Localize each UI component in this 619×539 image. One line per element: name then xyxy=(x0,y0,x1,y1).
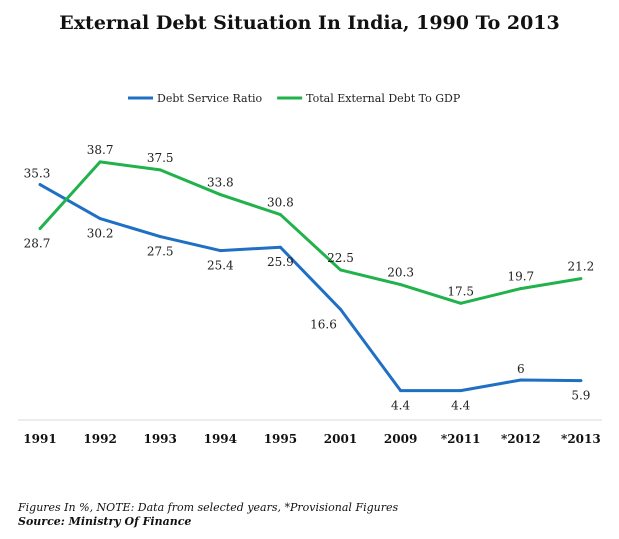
data-point xyxy=(38,183,42,187)
legend-label: Debt Service Ratio xyxy=(157,92,263,105)
x-tick-label: 1993 xyxy=(143,432,176,446)
series-line xyxy=(38,160,582,305)
data-point xyxy=(339,268,342,272)
data-point xyxy=(339,307,342,311)
x-tick-label: 1995 xyxy=(264,432,297,446)
data-label: 22.5 xyxy=(327,251,354,265)
x-tick-label: 1994 xyxy=(204,432,237,446)
data-point xyxy=(158,235,162,239)
data-label: 30.2 xyxy=(87,227,114,241)
data-point xyxy=(278,245,282,249)
legend-label: Total External Debt To GDP xyxy=(306,92,461,105)
data-label: 17.5 xyxy=(447,284,474,298)
data-point xyxy=(399,283,403,287)
data-label: 27.5 xyxy=(147,245,174,259)
data-label: 38.7 xyxy=(87,143,114,157)
x-tick-label: 1992 xyxy=(83,432,116,446)
data-label: 37.5 xyxy=(147,151,174,165)
data-point xyxy=(98,217,102,221)
data-point xyxy=(459,301,463,305)
data-point xyxy=(98,160,102,164)
x-tick-label: *2012 xyxy=(501,432,541,446)
data-label: 28.7 xyxy=(24,237,51,251)
chart-title: External Debt Situation In India, 1990 T… xyxy=(59,12,560,34)
data-point xyxy=(519,287,523,291)
data-label: 20.3 xyxy=(387,266,414,280)
data-point xyxy=(399,389,403,393)
data-point xyxy=(218,193,222,197)
x-tick-label: *2011 xyxy=(441,432,481,446)
data-point xyxy=(519,378,523,382)
data-point xyxy=(38,227,42,231)
data-label: 19.7 xyxy=(507,270,534,284)
footer-source: Source: Ministry Of Finance xyxy=(18,515,192,528)
x-tick-label: *2013 xyxy=(561,432,601,446)
data-label: 25.4 xyxy=(207,259,234,273)
x-tick-label: 2009 xyxy=(384,432,417,446)
data-point xyxy=(579,277,583,281)
data-label: 4.4 xyxy=(391,399,410,413)
data-label: 5.9 xyxy=(571,389,590,403)
x-tick-label: 2001 xyxy=(324,432,357,446)
data-label: 30.8 xyxy=(267,196,294,210)
data-label: 25.9 xyxy=(267,255,294,269)
data-point xyxy=(579,379,583,383)
x-tick-label: 1991 xyxy=(23,432,56,446)
data-point xyxy=(158,168,162,172)
data-label: 35.3 xyxy=(24,167,51,181)
data-point xyxy=(459,389,463,393)
data-label: 6 xyxy=(517,362,525,376)
data-label: 16.6 xyxy=(310,317,337,331)
series-line xyxy=(39,183,581,393)
data-label: 4.4 xyxy=(451,399,470,413)
data-point xyxy=(218,249,222,253)
data-label: 33.8 xyxy=(207,176,234,190)
data-point xyxy=(278,213,282,217)
data-label: 21.2 xyxy=(568,260,595,274)
footer-note: Figures In %, NOTE: Data from selected y… xyxy=(18,501,399,514)
